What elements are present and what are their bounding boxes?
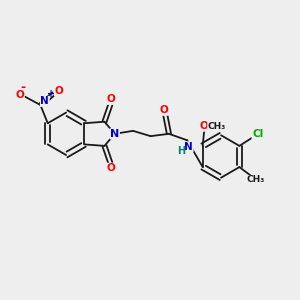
Text: H: H xyxy=(177,146,185,157)
Text: N: N xyxy=(184,142,193,152)
Text: CH₃: CH₃ xyxy=(247,175,265,184)
Text: +: + xyxy=(47,89,56,99)
Text: -: - xyxy=(20,81,25,94)
Text: Cl: Cl xyxy=(252,129,263,139)
Text: O: O xyxy=(160,105,168,115)
Text: CH₃: CH₃ xyxy=(207,122,226,130)
Text: O: O xyxy=(55,86,63,96)
Text: O: O xyxy=(15,90,24,100)
Text: O: O xyxy=(107,94,116,104)
Text: O: O xyxy=(200,121,208,131)
Text: N: N xyxy=(40,96,49,106)
Text: N: N xyxy=(110,129,119,139)
Text: O: O xyxy=(107,163,116,173)
